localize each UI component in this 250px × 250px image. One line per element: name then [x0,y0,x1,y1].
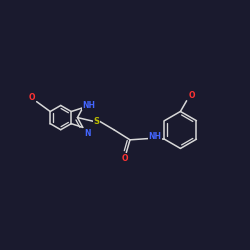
Text: O: O [189,91,195,100]
Text: S: S [94,117,100,126]
Text: N: N [84,129,90,138]
Text: NH: NH [148,132,161,141]
Text: NH: NH [82,101,96,110]
Text: O: O [122,154,128,163]
Text: O: O [29,93,35,102]
